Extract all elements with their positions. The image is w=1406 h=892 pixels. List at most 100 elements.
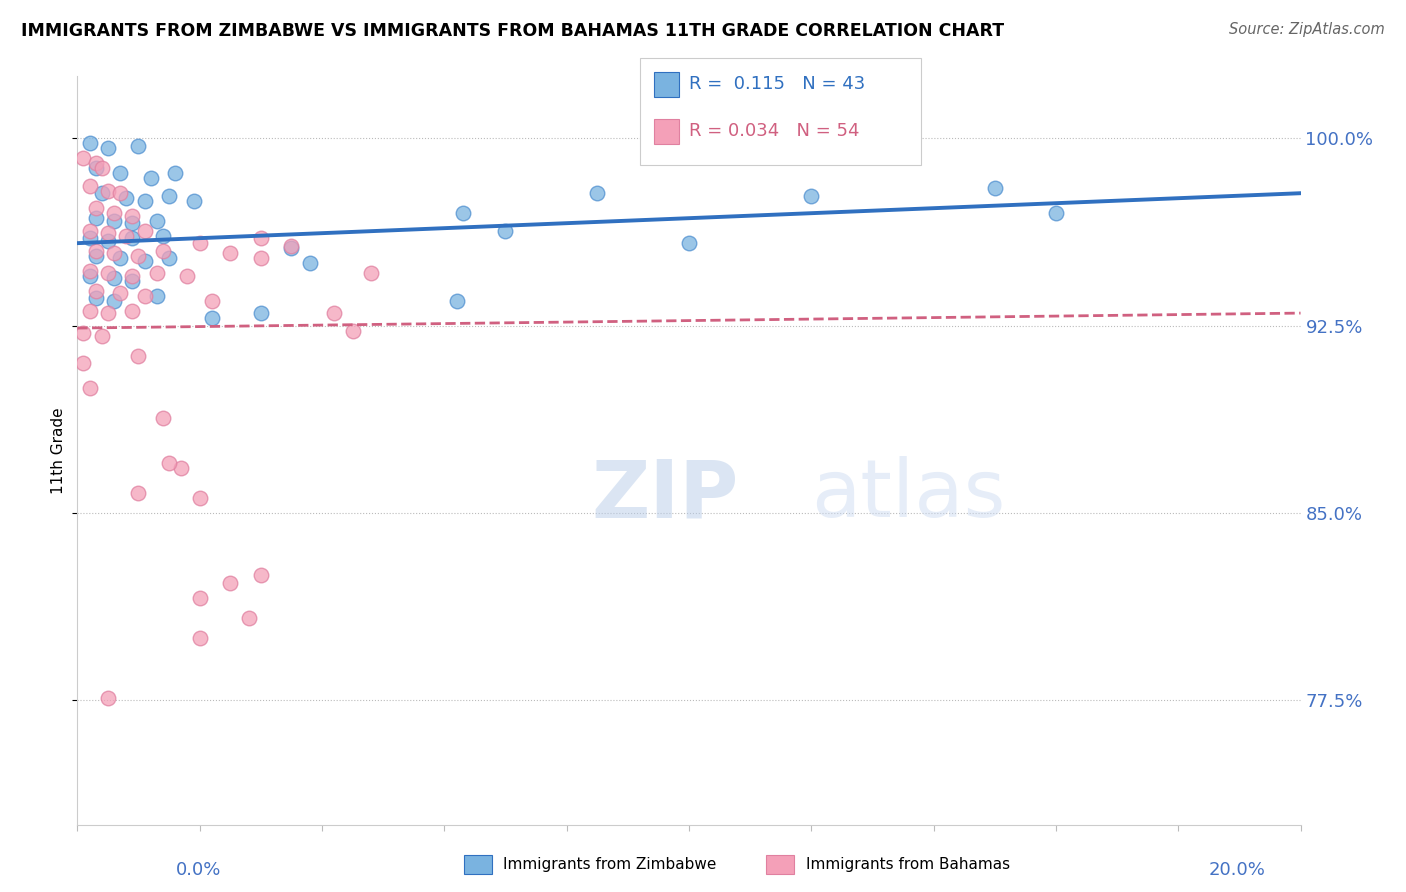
Point (183, 194, 205, 208)
Point (170, 461, 193, 475)
Point (250, 306, 273, 320)
Point (79, 381, 101, 395)
Point (79, 303, 101, 318)
Point (121, 209, 143, 223)
Point (72, 356, 94, 370)
Point (139, 171, 162, 186)
Point (84, 156, 107, 170)
Point (495, 224, 517, 238)
Point (84, 291, 107, 305)
Point (121, 231, 143, 245)
Point (152, 411, 174, 425)
Point (188, 591, 211, 605)
Text: atlas: atlas (811, 457, 1005, 534)
Point (984, 181, 1007, 195)
Text: Immigrants from Bahamas: Immigrants from Bahamas (806, 857, 1010, 871)
Text: Source: ZipAtlas.com: Source: ZipAtlas.com (1229, 22, 1385, 37)
Point (79, 268, 101, 283)
Point (134, 194, 156, 208)
Point (250, 231, 273, 245)
Point (115, 228, 138, 243)
Point (79, 224, 101, 238)
Point (146, 213, 169, 227)
Point (72, 326, 94, 340)
Point (201, 311, 224, 326)
Point (238, 611, 260, 625)
Point (146, 288, 169, 302)
Point (219, 246, 242, 260)
Point (84, 284, 107, 298)
Point (165, 166, 187, 180)
Text: 0.0%: 0.0% (176, 861, 221, 879)
Point (152, 244, 174, 258)
Point (79, 136, 101, 151)
Point (219, 575, 242, 590)
Point (84, 161, 107, 176)
Point (127, 249, 149, 263)
Point (201, 293, 224, 308)
Point (97, 184, 120, 198)
Text: R =  0.115   N = 43: R = 0.115 N = 43 (689, 75, 865, 93)
Point (157, 251, 180, 265)
Point (250, 568, 273, 582)
Text: Immigrants from Zimbabwe: Immigrants from Zimbabwe (503, 857, 717, 871)
Point (586, 186, 609, 201)
Point (103, 213, 125, 227)
Point (800, 188, 823, 202)
Text: IMMIGRANTS FROM ZIMBABWE VS IMMIGRANTS FROM BAHAMAS 11TH GRADE CORRELATION CHART: IMMIGRANTS FROM ZIMBABWE VS IMMIGRANTS F… (21, 22, 1004, 40)
Point (121, 303, 143, 318)
Point (134, 288, 156, 302)
Point (103, 246, 125, 260)
Point (127, 349, 149, 363)
Point (84, 201, 107, 215)
Point (90, 161, 112, 176)
Point (97, 226, 120, 240)
Point (97, 266, 120, 280)
Point (79, 231, 101, 245)
Point (298, 256, 321, 270)
Text: ZIP: ZIP (591, 457, 738, 534)
Point (108, 166, 131, 180)
Text: 20.0%: 20.0% (1209, 861, 1265, 879)
Point (280, 238, 302, 252)
Point (97, 690, 120, 705)
Point (188, 236, 211, 251)
Point (72, 151, 94, 165)
Y-axis label: 11th Grade: 11th Grade (51, 407, 66, 494)
Point (103, 271, 125, 285)
Point (360, 266, 382, 280)
Point (678, 236, 700, 251)
Point (108, 251, 131, 265)
Point (90, 186, 112, 201)
Point (176, 268, 198, 283)
Point (79, 178, 101, 193)
Point (152, 228, 174, 243)
Point (250, 251, 273, 265)
Text: R = 0.034   N = 54: R = 0.034 N = 54 (689, 122, 859, 140)
Point (115, 191, 138, 205)
Point (280, 241, 302, 255)
Point (108, 286, 131, 301)
Point (157, 456, 180, 470)
Point (84, 211, 107, 226)
Point (84, 244, 107, 258)
Point (134, 253, 156, 268)
Point (103, 206, 125, 220)
Point (188, 631, 211, 645)
Point (451, 206, 474, 220)
Point (121, 268, 143, 283)
Point (97, 234, 120, 248)
Point (1045, 206, 1067, 220)
Point (97, 141, 120, 155)
Point (108, 186, 131, 201)
Point (446, 293, 468, 308)
Point (323, 306, 346, 320)
Point (90, 328, 112, 343)
Point (121, 216, 143, 230)
Point (188, 491, 211, 505)
Point (157, 188, 180, 202)
Point (103, 293, 125, 308)
Point (84, 249, 107, 263)
Point (79, 263, 101, 277)
Point (342, 324, 364, 338)
